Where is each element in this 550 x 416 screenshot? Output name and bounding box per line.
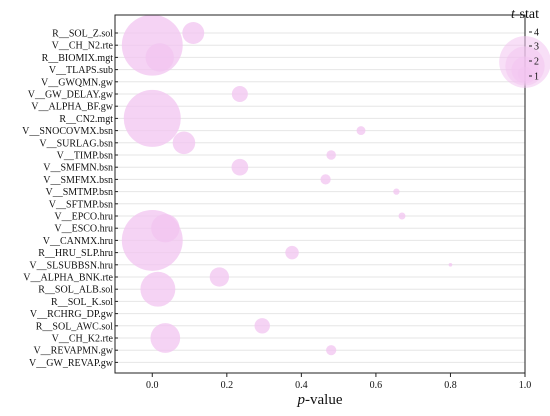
y-tick-label: R__CN2.mgt <box>59 114 113 125</box>
y-tick-label: R__SOL_Z.sol <box>52 29 113 40</box>
y-tick-label: V__GW_DELAY.gw <box>28 90 114 101</box>
bubble <box>231 158 249 176</box>
y-tick-label: V__SLSUBBSN.hru <box>29 260 113 271</box>
y-tick-label: V__GW_REVAP.gw <box>29 358 114 369</box>
x-axis-title: p-value <box>297 392 343 408</box>
bubble <box>320 174 331 185</box>
bubble <box>448 262 453 267</box>
axes <box>114 14 526 374</box>
bubble <box>231 85 248 103</box>
bubbles <box>121 14 453 356</box>
x-tick-label: 0.2 <box>221 380 234 391</box>
y-tick-label: V__GWQMN.gw <box>41 77 114 88</box>
bubble <box>393 188 400 195</box>
bubble <box>140 271 176 307</box>
y-tick-label: R__SOL_ALB.sol <box>38 285 113 296</box>
bubble <box>398 212 406 220</box>
y-tick-label: V__REVAPMN.gw <box>33 346 113 357</box>
bubble <box>123 89 181 147</box>
legend-tick-label: 4 <box>534 28 539 39</box>
legend-tick-label: 3 <box>534 42 539 53</box>
y-tick-labels: R__SOL_Z.solV__CH_N2.rteR__BIOMIX.mgtV__… <box>22 29 118 369</box>
legend-tick-label: 1 <box>534 72 539 83</box>
legend-title-italic: t <box>511 7 516 22</box>
y-tick-label: V__ESCO.hru <box>54 224 113 235</box>
y-tick-label: V__SMFMX.bsn <box>43 175 113 186</box>
bubble <box>145 43 174 72</box>
y-tick-label: V__TIMP.bsn <box>57 151 113 162</box>
bubble <box>285 245 299 260</box>
legend-bubble <box>517 66 533 82</box>
bubble <box>209 267 230 287</box>
y-tick-label: R__SOL_K.sol <box>51 297 113 308</box>
bubble <box>121 209 183 271</box>
bubble <box>326 345 337 356</box>
y-tick-label: R__SOL_AWC.sol <box>36 321 113 332</box>
x-tick-label: 0.0 <box>146 380 159 391</box>
bubble <box>150 323 181 353</box>
y-tick-label: V__CH_K2.rte <box>52 334 114 345</box>
y-tick-label: V__CANMX.hru <box>43 236 113 247</box>
bubble <box>326 150 336 160</box>
y-tick-label: V__ALPHA_BNK.rte <box>23 273 113 284</box>
legend-tick-label: 2 <box>534 57 539 68</box>
x-tick-label: 0.8 <box>444 380 457 391</box>
y-tick-label: V__SURLAG.bsn <box>39 138 113 149</box>
y-tick-label: R__HRU_SLP.hru <box>38 248 113 259</box>
y-tick-label: V__CH_N2.rte <box>52 41 114 52</box>
y-tick-label: R__BIOMIX.mgt <box>42 53 114 64</box>
bubble <box>182 22 205 44</box>
plot-frame <box>114 14 526 374</box>
x-axis-title-rest: -value <box>305 392 343 408</box>
x-axis-title-italic: p <box>297 392 306 408</box>
x-tick-labels: 0.0 0.2 0.4 0.6 0.8 1.0 <box>146 373 531 391</box>
x-tick-label: 0.6 <box>370 380 383 391</box>
gridlines <box>115 32 525 363</box>
bubble <box>172 131 196 155</box>
x-tick-label: 0.4 <box>295 380 308 391</box>
bubble <box>356 126 366 136</box>
legend-title-rest: -stat <box>515 7 539 22</box>
y-tick-label: V__SNOCOVMX.bsn <box>22 126 113 137</box>
legend-title: t-stat <box>511 7 539 22</box>
y-tick-label: V__SMTMP.bsn <box>45 187 113 198</box>
y-tick-label: V__RCHRG_DP.gw <box>30 309 114 320</box>
y-tick-label: V__SMFMN.bsn <box>43 163 113 174</box>
y-tick-label: V__EPCO.hru <box>54 212 113 223</box>
bubble <box>254 318 270 334</box>
y-tick-label: V__ALPHA_BF.gw <box>31 102 113 113</box>
y-tick-label: V__SFTMP.bsn <box>49 199 113 210</box>
x-tick-label: 1.0 <box>519 380 532 391</box>
y-tick-label: V__TLAPS.sub <box>49 65 113 76</box>
size-legend: t-stat 1 2 3 4 <box>499 7 550 88</box>
